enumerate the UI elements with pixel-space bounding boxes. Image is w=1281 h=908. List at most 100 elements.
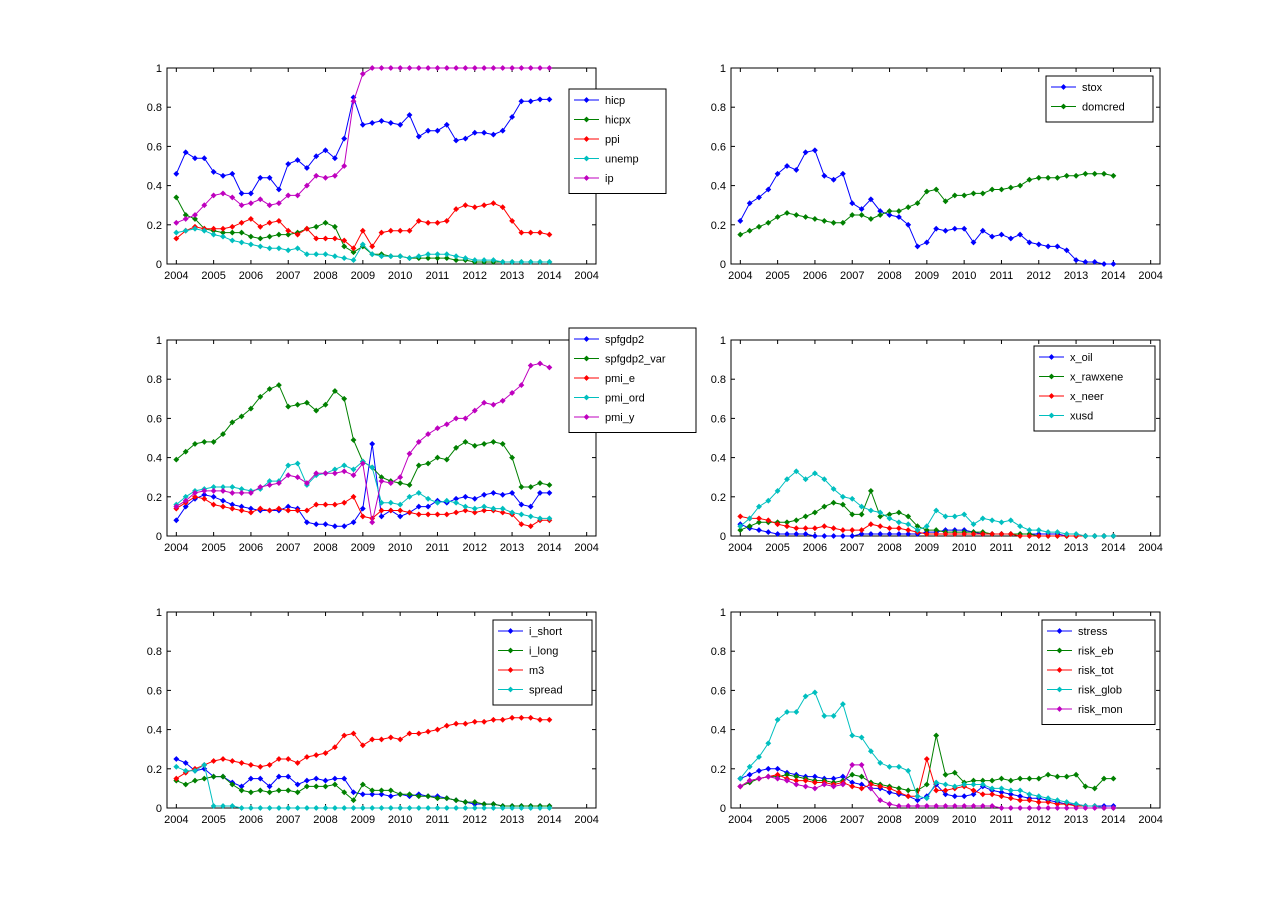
data-point	[499, 491, 506, 498]
data-point	[443, 511, 450, 518]
data-point	[895, 763, 902, 770]
data-point	[793, 781, 800, 788]
data-point	[201, 775, 208, 782]
x-tick-label: 2007	[276, 542, 300, 554]
legend-marker	[583, 375, 590, 381]
data-point	[961, 225, 968, 232]
data-point	[933, 779, 940, 786]
data-point	[1101, 261, 1107, 267]
data-point	[537, 229, 543, 236]
data-point	[294, 789, 301, 796]
data-point	[951, 225, 958, 232]
data-point	[359, 513, 366, 520]
data-point	[378, 499, 385, 506]
data-point	[509, 217, 516, 224]
data-point	[266, 507, 273, 514]
data-point	[322, 777, 329, 784]
data-point	[397, 65, 404, 71]
legend-label: i_long	[529, 646, 558, 658]
legend-label: hicpx	[605, 115, 631, 127]
data-point	[275, 245, 282, 252]
data-point	[933, 787, 940, 794]
data-point	[821, 476, 828, 483]
data-point	[830, 525, 837, 532]
data-point	[490, 65, 497, 71]
data-point	[849, 732, 856, 739]
data-point	[509, 805, 516, 811]
data-point	[378, 736, 385, 743]
data-point	[537, 805, 543, 811]
data-point	[923, 781, 930, 788]
x-tick-label: 2013	[500, 814, 524, 826]
data-point	[537, 480, 543, 487]
data-point	[285, 161, 292, 167]
data-point	[518, 98, 525, 105]
data-point	[415, 462, 422, 469]
data-point	[849, 200, 856, 207]
data-point	[546, 364, 553, 371]
data-point	[294, 474, 301, 481]
data-point	[350, 249, 357, 256]
data-point	[275, 200, 282, 207]
data-point	[294, 401, 301, 408]
data-point	[509, 509, 516, 516]
data-point	[257, 235, 264, 242]
data-point	[350, 257, 357, 264]
data-point	[746, 777, 753, 784]
data-point	[867, 487, 874, 494]
data-point	[453, 253, 460, 260]
series-ppi	[173, 200, 553, 252]
data-point	[765, 773, 772, 780]
data-point	[257, 243, 264, 250]
x-tick-label: 2012	[1027, 814, 1051, 826]
data-point	[1091, 259, 1098, 265]
data-point	[266, 783, 273, 790]
data-point	[294, 192, 301, 199]
y-tick-label: 1	[720, 607, 726, 619]
data-point	[886, 801, 893, 808]
data-point	[453, 65, 460, 71]
data-point	[173, 456, 180, 463]
y-tick-label: 0.8	[147, 374, 162, 386]
legend-1: hicp hicpx ppi unemp ip	[568, 88, 667, 194]
data-point	[322, 750, 329, 757]
data-point	[359, 781, 366, 788]
data-point	[350, 466, 357, 473]
data-point	[905, 803, 912, 809]
data-point	[1082, 783, 1089, 790]
data-point	[546, 96, 553, 103]
data-point	[313, 407, 320, 414]
data-point	[830, 219, 837, 226]
legend-label: ppi	[605, 134, 620, 146]
data-point	[951, 793, 958, 800]
data-point	[490, 716, 497, 723]
data-point	[499, 716, 506, 723]
data-point	[192, 215, 198, 222]
data-point	[350, 519, 357, 526]
legend-marker	[583, 116, 590, 123]
data-point	[201, 761, 208, 768]
data-point	[774, 170, 781, 177]
y-tick-label: 1	[720, 335, 726, 347]
data-point	[471, 65, 478, 71]
data-point	[210, 231, 217, 238]
data-point	[811, 470, 818, 477]
y-tick-label: 0.8	[711, 374, 726, 386]
x-tick-label: 2013	[1064, 270, 1088, 282]
data-point	[359, 791, 366, 798]
data-point	[210, 758, 217, 764]
data-point	[266, 789, 273, 796]
data-point	[1007, 184, 1014, 191]
x-tick-label: 2004	[1138, 814, 1162, 826]
legend-label: xusd	[1070, 411, 1093, 423]
data-point	[1045, 771, 1052, 778]
data-point	[369, 519, 376, 526]
data-point	[905, 513, 912, 520]
data-point	[905, 221, 912, 228]
data-point	[378, 513, 385, 520]
data-point	[359, 805, 366, 811]
data-point	[257, 223, 264, 230]
series-ip	[173, 65, 553, 226]
data-point	[285, 773, 292, 780]
data-point	[210, 225, 217, 232]
